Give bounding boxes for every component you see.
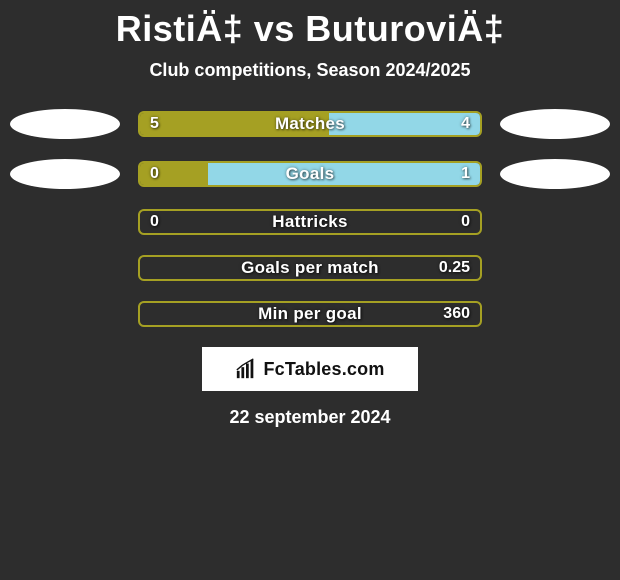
- stat-row: 0.25Goals per match: [0, 255, 620, 281]
- stat-value-right: 0: [461, 213, 470, 231]
- brand-badge[interactable]: FcTables.com: [202, 347, 418, 391]
- bar-chart-icon: [235, 358, 257, 380]
- stat-label: Hattricks: [140, 212, 480, 232]
- page-subtitle: Club competitions, Season 2024/2025: [0, 60, 620, 81]
- stat-bar-fill-right: [329, 113, 480, 135]
- stat-bar: 0.25Goals per match: [138, 255, 482, 281]
- stat-bar-fill-left: [140, 163, 208, 185]
- stat-bar: 01Goals: [138, 161, 482, 187]
- stat-bar: 54Matches: [138, 111, 482, 137]
- page-title: RistiÄ‡ vs ButuroviÄ‡: [0, 0, 620, 50]
- stat-row: 01Goals: [0, 159, 620, 189]
- stat-value-right: 0.25: [439, 259, 470, 277]
- stat-rows: 54Matches 01Goals 0 0Hattricks 0.25Goals per…: [0, 109, 620, 327]
- stat-bar: 0 0Hattricks: [138, 209, 482, 235]
- date-label: 22 september 2024: [0, 407, 620, 428]
- player2-logo: [500, 109, 610, 139]
- player2-logo: [500, 159, 610, 189]
- stat-label: Min per goal: [140, 304, 480, 324]
- stat-label: Goals per match: [140, 258, 480, 278]
- player1-logo: [10, 109, 120, 139]
- stat-bar: 360Min per goal: [138, 301, 482, 327]
- player1-logo: [10, 159, 120, 189]
- stat-bar-fill-left: [140, 113, 329, 135]
- stat-row: 360Min per goal: [0, 301, 620, 327]
- stat-value-right: 360: [443, 305, 470, 323]
- stat-row: 54Matches: [0, 109, 620, 139]
- brand-text: FcTables.com: [263, 359, 384, 380]
- stat-value-left: 0: [150, 213, 159, 231]
- stat-row: 0 0Hattricks: [0, 209, 620, 235]
- stat-bar-fill-right: [208, 163, 480, 185]
